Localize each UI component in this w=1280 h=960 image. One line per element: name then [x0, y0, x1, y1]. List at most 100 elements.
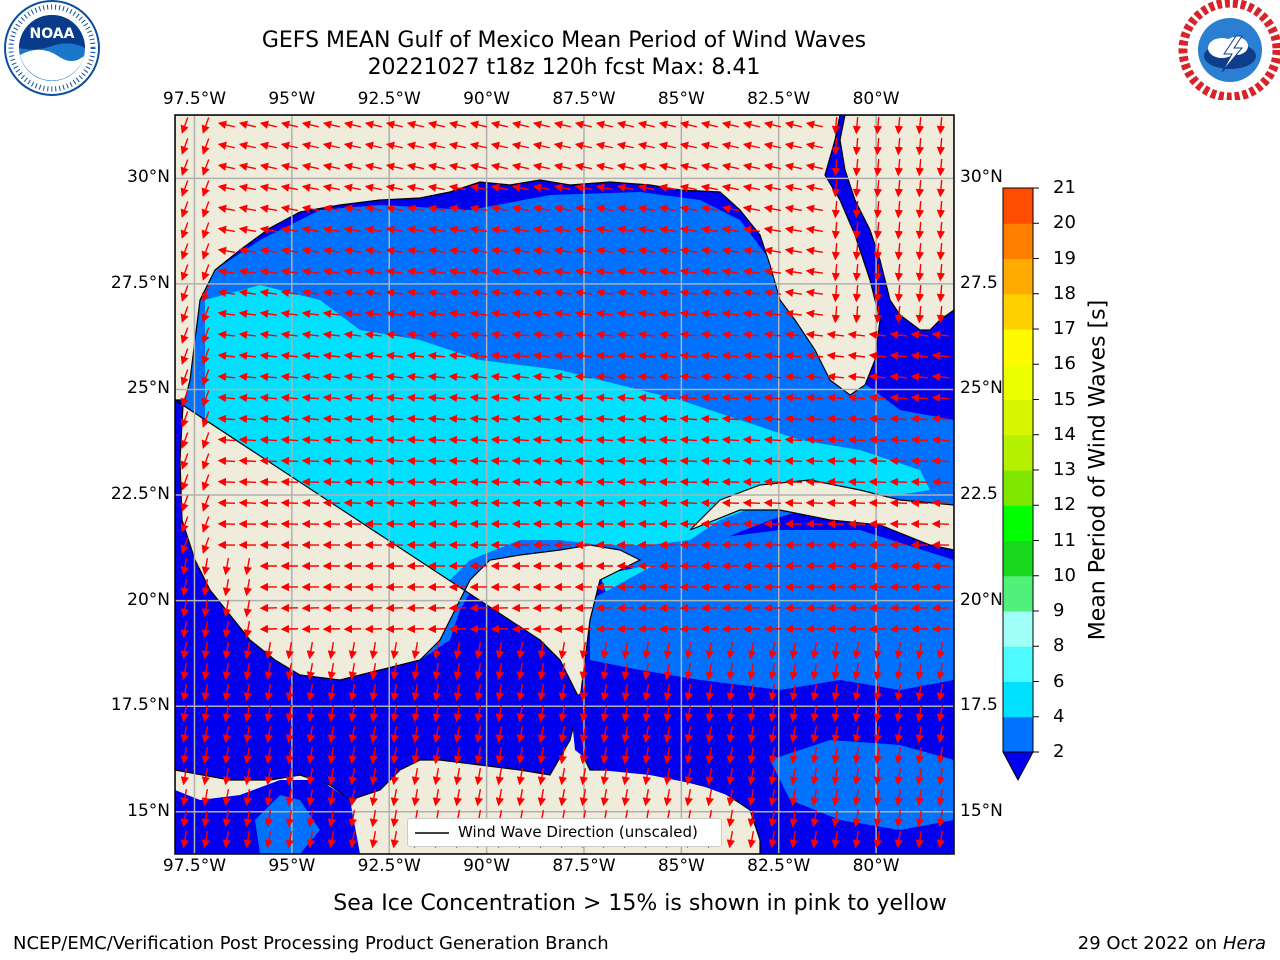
wind-wave-arrow: [427, 435, 446, 445]
wind-wave-arrow: [915, 809, 924, 828]
wind-wave-arrow: [915, 788, 924, 807]
wind-wave-arrow: [868, 393, 887, 403]
wind-wave-arrow: [285, 830, 294, 849]
wind-wave-arrow: [768, 788, 777, 807]
wind-wave-arrow: [616, 456, 635, 466]
wind-wave-arrow: [201, 641, 210, 660]
wind-wave-arrow: [448, 267, 467, 276]
wind-wave-arrow: [768, 725, 777, 744]
wind-wave-arrow: [306, 725, 315, 744]
wind-wave-arrow: [243, 641, 252, 660]
wind-wave-arrow: [805, 351, 824, 361]
wind-wave-arrow: [931, 477, 950, 487]
wind-wave-arrow: [574, 624, 593, 634]
wind-wave-arrow: [553, 393, 572, 403]
wind-wave-arrow: [180, 578, 189, 597]
wind-wave-arrow: [180, 516, 189, 533]
wind-wave-arrow: [768, 830, 777, 849]
wind-wave-arrow: [742, 393, 761, 403]
wind-wave-arrow: [348, 662, 357, 681]
wind-wave-arrow: [427, 498, 446, 508]
wind-wave-arrow: [637, 456, 656, 466]
wind-wave-arrow: [553, 624, 572, 634]
wind-wave-arrow: [873, 263, 883, 282]
wind-wave-arrow: [915, 242, 925, 261]
wind-wave-arrow: [217, 309, 236, 319]
wind-wave-arrow: [936, 662, 945, 681]
x-tick-label-top: 80°W: [852, 89, 900, 109]
wind-wave-arrow: [180, 285, 189, 302]
wind-wave-arrow: [831, 179, 841, 198]
wind-wave-arrow: [831, 305, 841, 324]
wind-wave-arrow: [222, 788, 231, 807]
wind-wave-arrow: [700, 204, 718, 213]
wind-wave-arrow: [285, 683, 294, 702]
wind-wave-arrow: [259, 183, 277, 192]
wind-wave-arrow: [390, 704, 399, 723]
wind-wave-arrow: [180, 746, 189, 765]
wind-wave-arrow: [852, 200, 862, 219]
wind-wave-arrow: [789, 767, 798, 786]
wind-wave-arrow: [789, 725, 798, 744]
wind-wave-arrow: [936, 830, 945, 849]
wind-wave-arrow: [616, 246, 635, 255]
wind-wave-arrow: [201, 201, 210, 218]
wind-wave-arrow: [873, 704, 882, 723]
wind-wave-arrow: [595, 288, 614, 298]
wind-wave-arrow: [280, 351, 299, 361]
wind-wave-arrow: [595, 204, 613, 213]
wind-wave-arrow: [306, 662, 315, 681]
wind-wave-arrow: [595, 351, 614, 361]
wind-wave-arrow: [390, 830, 399, 849]
wind-wave-arrow: [280, 267, 299, 276]
wind-wave-arrow: [637, 498, 656, 508]
wind-wave-arrow: [805, 624, 824, 634]
wind-wave-arrow: [364, 330, 383, 340]
wind-wave-arrow: [301, 120, 319, 129]
wind-wave-arrow: [201, 222, 210, 239]
wind-wave-arrow: [721, 456, 740, 466]
footer-host: Hera: [1222, 933, 1266, 954]
wind-wave-arrow: [280, 372, 299, 382]
wind-wave-arrow: [915, 746, 924, 765]
wind-wave-arrow: [385, 246, 404, 255]
wind-wave-arrow: [306, 641, 315, 660]
wind-wave-arrow: [490, 456, 509, 466]
wind-wave-arrow: [217, 456, 236, 466]
wind-wave-arrow: [217, 435, 236, 445]
wind-wave-arrow: [511, 183, 529, 192]
wind-wave-arrow: [910, 414, 929, 424]
wind-wave-arrow: [700, 393, 719, 403]
wind-wave-arrow: [637, 225, 655, 234]
wind-wave-arrow: [259, 624, 278, 634]
wind-wave-arrow: [385, 477, 404, 487]
wind-wave-arrow: [406, 309, 425, 319]
wind-wave-arrow: [826, 477, 845, 487]
wind-wave-arrow: [847, 393, 866, 403]
wind-wave-arrow: [910, 498, 929, 508]
wind-wave-arrow: [847, 477, 866, 487]
colorbar-tick-label: 6: [1053, 670, 1065, 692]
wind-wave-arrow: [469, 288, 488, 298]
wind-wave-arrow: [280, 288, 299, 298]
wind-wave-arrow: [915, 263, 925, 282]
wind-wave-arrow: [742, 141, 760, 150]
wind-wave-arrow: [616, 330, 635, 340]
y-tick-label-right: 27.5: [960, 272, 998, 293]
wind-wave-arrow: [259, 204, 277, 213]
wind-wave-arrow: [243, 599, 252, 618]
wind-wave-arrow: [201, 809, 210, 828]
colorbar-tick-label: 21: [1053, 177, 1076, 198]
wind-wave-arrow: [301, 372, 320, 382]
wind-wave-arrow: [789, 704, 798, 723]
wind-wave-arrow: [847, 330, 866, 340]
wind-wave-arrow: [747, 767, 756, 786]
wind-wave-arrow: [621, 662, 630, 681]
wind-wave-arrow: [931, 372, 950, 382]
wind-wave-arrow: [343, 351, 362, 361]
wind-wave-arrow: [532, 141, 550, 150]
wind-wave-arrow: [238, 435, 257, 445]
wind-wave-arrow: [180, 537, 189, 554]
wind-wave-arrow: [364, 351, 383, 361]
wind-wave-arrow: [852, 137, 862, 156]
